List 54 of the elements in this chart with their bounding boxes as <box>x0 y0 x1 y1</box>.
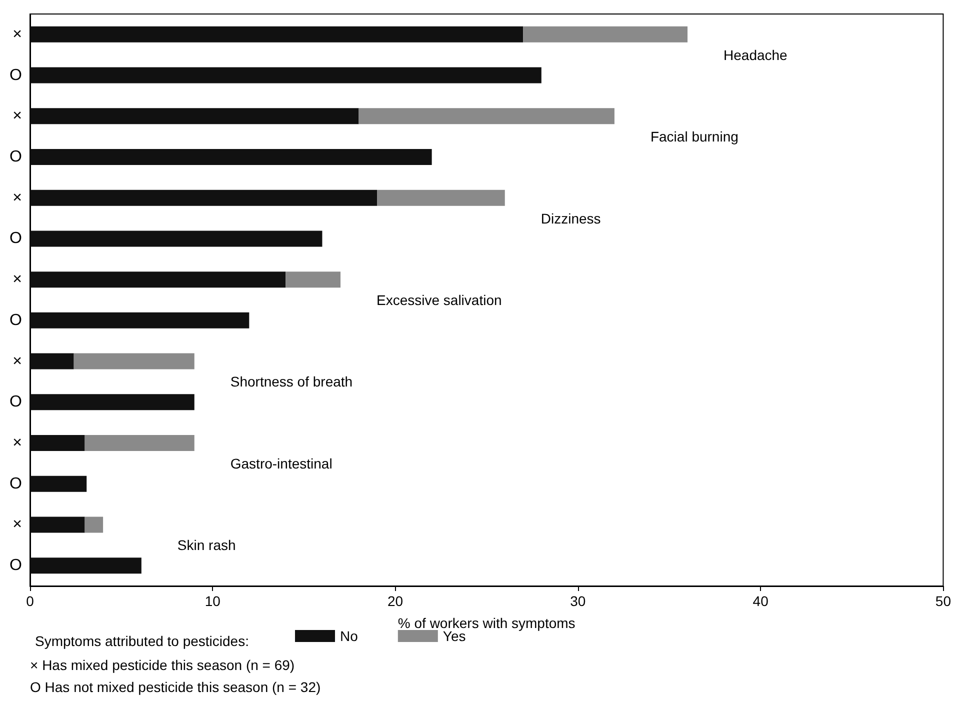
x-tick-label: 20 <box>387 593 404 609</box>
annotation: Dizziness <box>540 210 601 226</box>
annotation: Facial burning <box>650 128 738 145</box>
y-tick-label: O <box>10 230 22 248</box>
x-tick-label: 40 <box>752 593 769 609</box>
bar <box>358 108 614 124</box>
y-tick-label: × <box>12 434 22 452</box>
bar <box>30 353 74 370</box>
y-tick-label: O <box>10 557 22 574</box>
bar <box>30 108 359 124</box>
bar <box>30 26 524 42</box>
bar <box>286 272 340 288</box>
bar <box>84 435 194 451</box>
x-axis-title: % of workers with symptoms <box>398 615 576 631</box>
legend-label: No <box>340 628 358 644</box>
bar <box>30 190 378 206</box>
bar <box>30 394 194 410</box>
bar <box>84 516 104 533</box>
x-tick-label: 30 <box>570 593 586 609</box>
annotation: Excessive salivation <box>376 292 502 308</box>
bar <box>30 272 286 288</box>
legend-title: Symptoms attributed to pesticides: <box>35 633 249 649</box>
x-tick-label: 50 <box>935 593 952 609</box>
x-tick-label: 0 <box>26 593 34 609</box>
bar <box>377 190 505 206</box>
bar <box>74 353 194 370</box>
y-tick-label: O <box>10 148 22 166</box>
annotation: Headache <box>724 46 788 63</box>
y-tick-label: O <box>10 312 22 329</box>
y-tick-label: O <box>10 394 22 411</box>
y-tick-label: × <box>12 108 22 125</box>
y-tick-label: × <box>12 516 22 534</box>
text: O Has not mixed pesticide this season (n = 32) <box>30 679 321 695</box>
legend-label: Yes <box>442 628 466 644</box>
bar <box>30 149 432 165</box>
annotation: Shortness of breath <box>230 374 353 390</box>
bar <box>523 26 688 42</box>
bar <box>30 312 250 328</box>
bar <box>30 230 322 247</box>
x-tick-label: 10 <box>204 593 221 609</box>
y-tick-label: O <box>10 475 22 492</box>
bar <box>30 435 85 451</box>
annotation: Gastro-intestinal <box>230 455 332 472</box>
bar <box>30 476 87 492</box>
y-tick-label: × <box>12 271 22 288</box>
y-tick-label: O <box>10 66 22 84</box>
text: × Has mixed pesticide this season (n = 69) <box>30 657 295 673</box>
annotation: Skin rash <box>177 537 236 554</box>
y-tick-label: × <box>12 26 22 43</box>
bar <box>30 558 142 574</box>
bar <box>30 516 85 533</box>
bar <box>30 67 542 84</box>
y-tick-label: × <box>12 352 22 370</box>
y-tick-label: × <box>12 189 22 206</box>
